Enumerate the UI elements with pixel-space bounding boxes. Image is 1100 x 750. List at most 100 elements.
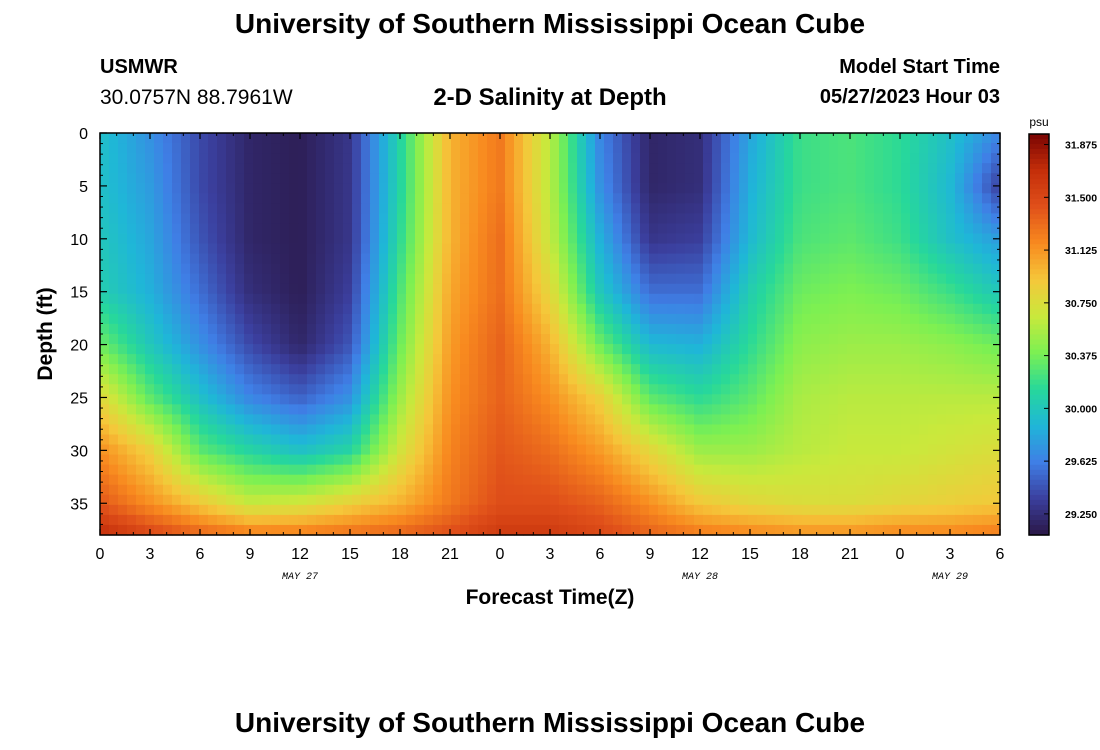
y-tick-label: 25 [70,390,88,407]
heatmap-cell [460,374,470,385]
heatmap-cell [325,173,335,184]
heatmap-cell [496,474,506,486]
heatmap-cell [406,344,416,355]
heatmap-cell [793,434,803,446]
heatmap-cell [487,293,497,305]
heatmap-cell [631,514,641,526]
heatmap-cell [190,323,200,335]
heatmap-cell [280,273,290,285]
heatmap-cell [703,293,713,305]
heatmap-cell [568,313,578,325]
heatmap-cell [406,253,416,265]
heatmap-cell [145,434,155,446]
heatmap-cell [865,444,875,456]
heatmap-cell [532,404,542,415]
heatmap-cell [577,243,587,255]
heatmap-cell [487,163,497,174]
heatmap-cell [235,283,245,295]
heatmap-cell [748,133,758,144]
heatmap-cell [154,334,164,345]
heatmap-cell [631,143,641,154]
heatmap-cell [316,394,326,405]
heatmap-cell [163,183,173,194]
heatmap-cell [514,384,524,395]
heatmap-cell [244,323,254,335]
heatmap-cell [856,374,866,385]
heatmap-cell [496,464,506,476]
heatmap-cell [721,424,731,436]
heatmap-cell [622,253,632,265]
heatmap-cell [676,283,686,295]
heatmap-cell [613,394,623,405]
heatmap-cell [838,474,848,486]
heatmap-cell [244,133,254,144]
heatmap-cell [172,404,182,415]
heatmap-cell [244,434,254,446]
heatmap-cell [730,344,740,355]
heatmap-cell [217,173,227,184]
heatmap-cell [775,273,785,285]
heatmap-cell [640,384,650,395]
heatmap-cell [505,313,515,325]
heatmap-cell [145,213,155,225]
heatmap-cell [451,243,461,255]
heatmap-cell [757,313,767,325]
heatmap-cell [100,293,110,305]
heatmap-cell [379,193,389,204]
heatmap-cell [235,133,245,144]
heatmap-cell [640,133,650,144]
heatmap-cell [559,524,569,536]
heatmap-cell [757,474,767,486]
heatmap-cell [451,414,461,426]
heatmap-cell [523,153,533,164]
heatmap-cell [694,354,704,365]
heatmap-cell [559,514,569,526]
heatmap-cell [685,263,695,275]
heatmap-cell [370,133,380,144]
heatmap-cell [901,253,911,265]
heatmap-cell [640,203,650,214]
heatmap-cell [919,404,929,415]
heatmap-cell [649,273,659,285]
heatmap-cell [937,213,947,225]
heatmap-cell [181,283,191,295]
heatmap-cell [883,213,893,225]
heatmap-cell [325,283,335,295]
heatmap-cell [820,293,830,305]
heatmap-cell [559,143,569,154]
heatmap-cell [748,143,758,154]
heatmap-cell [613,263,623,275]
heatmap-cell [145,354,155,365]
heatmap-cell [361,233,371,245]
heatmap-cell [631,313,641,325]
colorbar-segment [1029,264,1049,270]
heatmap-cell [523,323,533,335]
heatmap-cell [622,394,632,405]
heatmap-cell [460,193,470,204]
heatmap-cell [541,133,551,144]
heatmap-cell [550,404,560,415]
heatmap-cell [523,273,533,285]
heatmap-cell [127,344,137,355]
heatmap-cell [127,273,137,285]
heatmap-cell [712,364,722,375]
heatmap-cell [559,203,569,214]
heatmap-cell [766,163,776,174]
heatmap-cell [505,253,515,265]
heatmap-cell [388,143,398,154]
heatmap-cell [892,334,902,345]
heatmap-cell [244,243,254,255]
heatmap-cell [523,313,533,325]
heatmap-cell [694,133,704,144]
heatmap-cell [721,233,731,245]
heatmap-cell [676,303,686,315]
heatmap-cell [226,253,236,265]
heatmap-cell [388,334,398,345]
heatmap-cell [433,163,443,174]
heatmap-cell [631,524,641,536]
heatmap-cell [127,464,137,476]
heatmap-cell [811,374,821,385]
heatmap-cell [370,434,380,446]
heatmap-cell [370,253,380,265]
